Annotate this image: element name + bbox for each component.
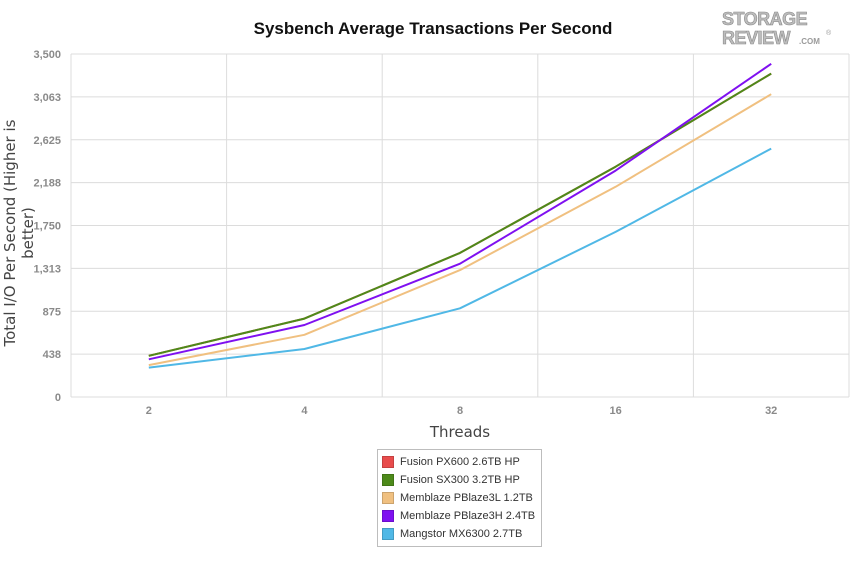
x-tick-label: 32	[765, 405, 777, 417]
y-tick-labels: 0 438 875 1,313 1,750 2,188 2,625 3,063 3,500	[33, 49, 61, 404]
y-tick-label: 2,625	[33, 135, 61, 147]
series-line	[148, 72, 772, 357]
x-axis-title: Threads	[429, 423, 491, 441]
legend-label: Memblaze PBlaze3H 2.4TB	[400, 510, 536, 522]
logo-registered-mark: ®	[826, 29, 832, 37]
series-line	[148, 62, 772, 361]
chart-title: Sysbench Average Transactions Per Second	[253, 19, 613, 38]
logo-line2: REVIEW	[722, 28, 791, 48]
legend-label: Fusion PX600 2.6TB HP	[400, 456, 520, 468]
y-tick-label: 2,188	[33, 178, 61, 190]
legend-swatch	[382, 492, 394, 504]
y-tick-label: 3,063	[33, 92, 61, 104]
y-tick-label: 438	[43, 349, 61, 361]
series-line	[148, 147, 772, 369]
legend-item: Mangstor MX6300 2.7TB	[382, 525, 537, 543]
series-line	[148, 93, 772, 367]
logo-suffix: .COM	[799, 37, 820, 46]
x-tick-label: 2	[146, 405, 152, 417]
legend: Fusion PX600 2.6TB HP Fusion SX300 3.2TB …	[377, 449, 542, 547]
y-tick-label: 1,313	[33, 263, 61, 275]
x-tick-label: 4	[301, 405, 308, 417]
y-tick-label: 3,500	[33, 49, 61, 61]
legend-item: Memblaze PBlaze3H 2.4TB	[382, 507, 537, 525]
legend-item: Memblaze PBlaze3L 1.2TB	[382, 489, 537, 507]
x-tick-label: 16	[609, 405, 621, 417]
x-tick-label: 8	[457, 405, 463, 417]
y-tick-label: 0	[55, 392, 61, 404]
storagereview-logo: STORAGE REVIEW .COM ®	[722, 9, 832, 48]
legend-swatch	[382, 528, 394, 540]
x-tick-labels: 2 4 8 16 32	[146, 405, 778, 417]
legend-swatch	[382, 510, 394, 522]
legend-label: Fusion SX300 3.2TB HP	[400, 474, 520, 486]
series-lines	[148, 62, 772, 369]
legend-swatch	[382, 474, 394, 486]
y-tick-label: 1,750	[33, 221, 61, 233]
y-tick-label: 875	[43, 306, 61, 318]
logo-line1: STORAGE	[722, 9, 808, 29]
legend-item: Fusion PX600 2.6TB HP	[382, 453, 537, 471]
legend-swatch	[382, 456, 394, 468]
legend-label: Memblaze PBlaze3L 1.2TB	[400, 492, 533, 504]
legend-label: Mangstor MX6300 2.7TB	[400, 528, 523, 540]
series-line	[148, 72, 772, 357]
legend-item: Fusion SX300 3.2TB HP	[382, 471, 537, 489]
